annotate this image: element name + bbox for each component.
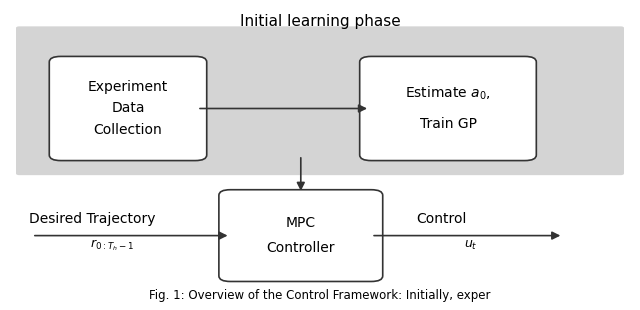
Text: Initial learning phase: Initial learning phase <box>239 14 401 29</box>
Text: Control: Control <box>416 211 467 226</box>
FancyBboxPatch shape <box>219 190 383 281</box>
FancyBboxPatch shape <box>360 56 536 161</box>
Text: $u_t$: $u_t$ <box>463 239 477 252</box>
Text: Experiment: Experiment <box>88 80 168 94</box>
Text: Fig. 1: Overview of the Control Framework: Initially, exper: Fig. 1: Overview of the Control Framewor… <box>149 289 491 302</box>
Text: Train GP: Train GP <box>419 117 477 131</box>
Text: Desired Trajectory: Desired Trajectory <box>29 211 156 226</box>
Text: $r_{0:T_h-1}$: $r_{0:T_h-1}$ <box>90 238 134 253</box>
Text: Estimate $a_0$,: Estimate $a_0$, <box>405 84 491 102</box>
FancyBboxPatch shape <box>49 56 207 161</box>
Text: MPC: MPC <box>285 216 316 230</box>
Text: Controller: Controller <box>266 241 335 255</box>
FancyBboxPatch shape <box>16 26 624 175</box>
Text: Collection: Collection <box>93 123 163 137</box>
Text: Data: Data <box>111 101 145 116</box>
